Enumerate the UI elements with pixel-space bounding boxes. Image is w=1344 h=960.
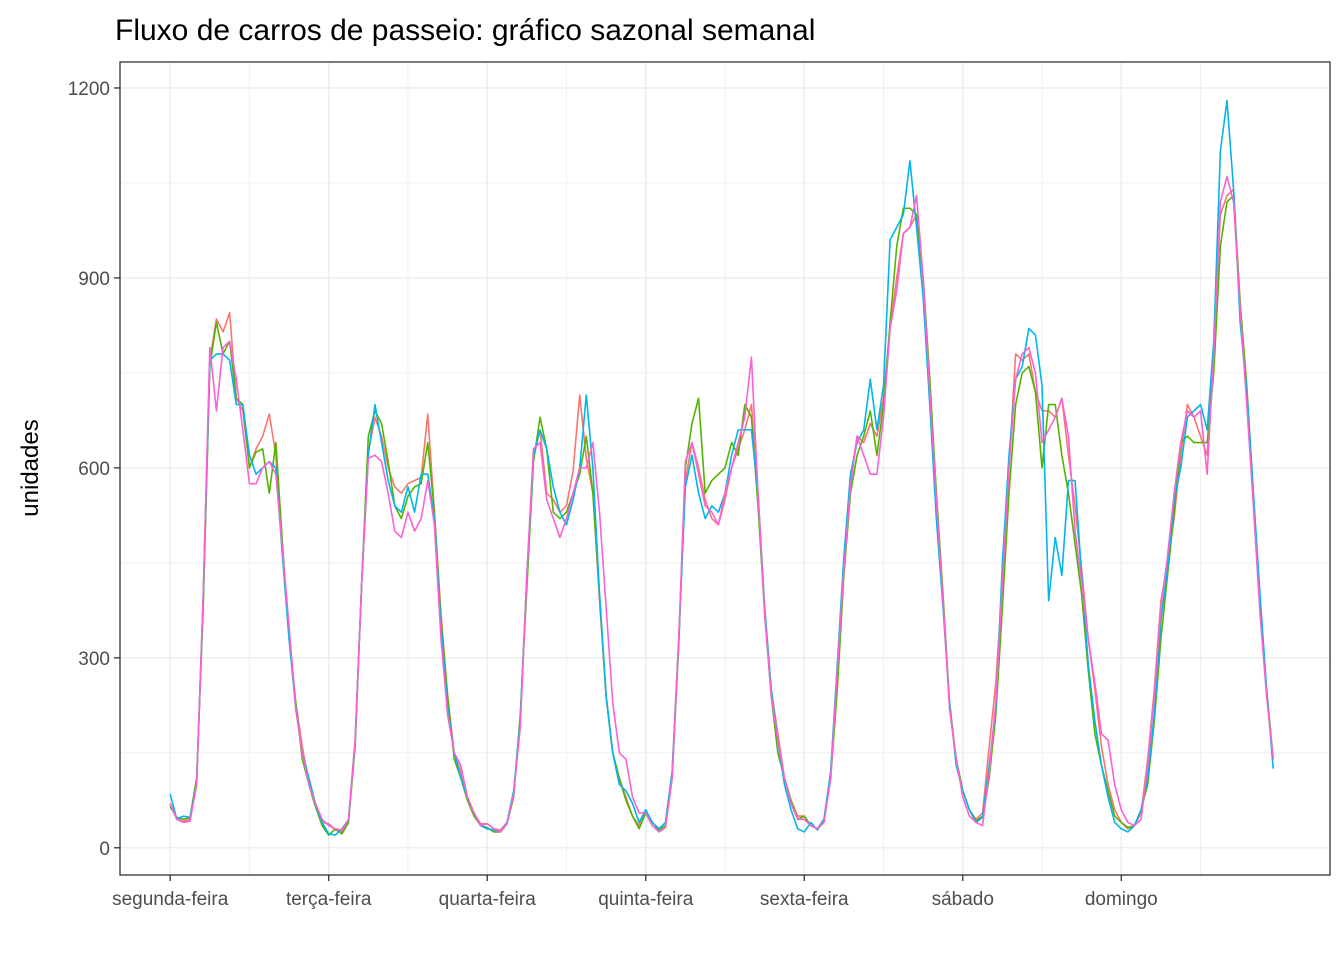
x-tick-label: sexta-feira xyxy=(760,889,849,910)
y-tick-label: 300 xyxy=(78,649,110,670)
y-tick-label: 0 xyxy=(99,839,110,860)
y-tick-label: 900 xyxy=(78,269,110,290)
x-tick-label: quinta-feira xyxy=(598,889,693,910)
y-tick-label: 600 xyxy=(78,459,110,480)
y-axis-title: unidades xyxy=(17,419,44,516)
series-line xyxy=(169,175,1274,833)
y-tick-label: 1200 xyxy=(68,79,110,100)
x-tick-label: sábado xyxy=(932,889,994,910)
x-tick-label: quarta-feira xyxy=(439,889,537,910)
x-tick-label: segunda-feira xyxy=(112,889,229,910)
x-tick-label: domingo xyxy=(1085,889,1158,910)
panel-border xyxy=(119,61,1331,876)
chart-title: Fluxo de carros de passeio: gráfico sazo… xyxy=(115,14,815,47)
x-tick-label: terça-feira xyxy=(286,889,372,910)
